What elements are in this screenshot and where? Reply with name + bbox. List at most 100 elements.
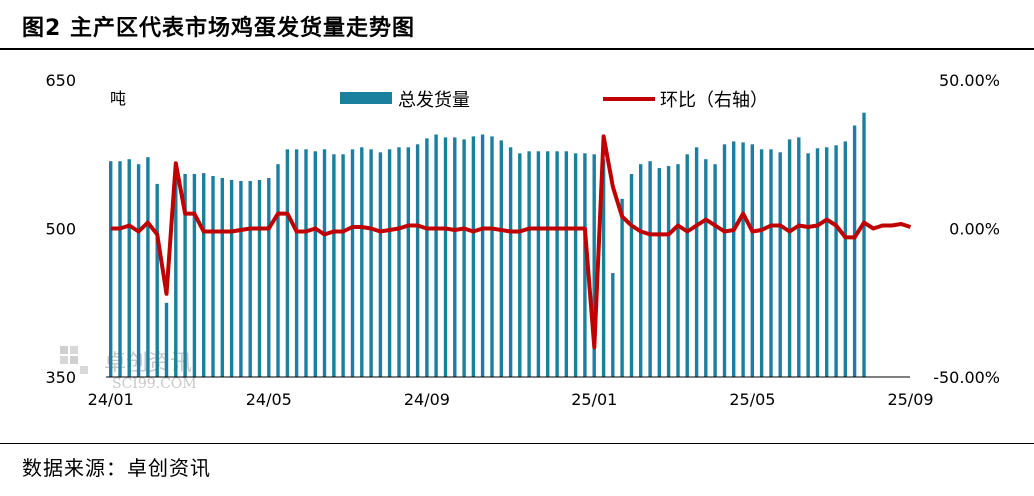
- bar: [759, 149, 764, 377]
- bar: [369, 149, 373, 377]
- bar: [741, 142, 745, 377]
- watermark-square: [60, 356, 68, 364]
- y-tick-label: 350: [45, 368, 76, 387]
- bar: [239, 181, 243, 377]
- y2-tick-label: -50.00%: [933, 368, 1000, 387]
- bar: [564, 151, 568, 377]
- bar: [202, 173, 206, 377]
- bar: [825, 147, 829, 377]
- x-tick-label: 24/01: [88, 390, 134, 409]
- bar: [360, 147, 364, 377]
- watermark-en: SCI99.COM: [112, 376, 197, 392]
- x-tick-label: 24/05: [246, 390, 292, 409]
- bar: [639, 164, 643, 377]
- bar: [294, 149, 299, 377]
- bottom-rule: [0, 443, 1034, 444]
- watermark-square: [70, 356, 78, 364]
- x-axis-ticks: 24/01 24/05 24/09 25/01 25/05 25/09: [88, 390, 934, 409]
- bar: [127, 159, 131, 377]
- bar: [704, 159, 708, 377]
- x-tick-label: 24/09: [404, 390, 450, 409]
- bar: [192, 174, 197, 377]
- legend: 总发货量 环比（右轴）: [340, 90, 768, 111]
- bar: [490, 136, 494, 377]
- bar: [387, 149, 392, 377]
- bar: [183, 174, 187, 377]
- bar: [685, 154, 689, 378]
- bar: [648, 161, 652, 377]
- bar: [415, 144, 420, 377]
- bar: [815, 148, 820, 377]
- bar: [480, 134, 485, 377]
- y-axis-unit-label: 吨: [110, 89, 126, 108]
- bar: [694, 147, 699, 377]
- bar: [546, 151, 550, 377]
- bar: [499, 140, 503, 377]
- bar: [797, 137, 801, 377]
- bar: [257, 180, 262, 377]
- bar: [304, 149, 308, 377]
- bar: [601, 159, 606, 377]
- bar: [527, 151, 531, 377]
- bar: [155, 183, 159, 377]
- bar: [406, 147, 410, 377]
- bar: [676, 164, 680, 377]
- y2-axis-ticks: 50.00% 0.00% -50.00%: [933, 71, 1000, 387]
- legend-line-label: 环比（右轴）: [660, 90, 768, 111]
- bar: [136, 164, 141, 377]
- bar: [750, 144, 754, 377]
- chart-title: 图2 主产区代表市场鸡蛋发货量走势图: [22, 16, 415, 41]
- watermark-square: [70, 346, 78, 354]
- bar: [769, 149, 773, 377]
- watermark-square: [80, 366, 88, 374]
- x-tick-label: 25/05: [729, 390, 775, 409]
- bar: [508, 147, 513, 377]
- legend-bar-label: 总发货量: [398, 90, 470, 111]
- bar: [629, 174, 634, 377]
- bar: [536, 151, 541, 377]
- bar: [834, 145, 838, 377]
- bar: [313, 151, 317, 377]
- bar: [248, 181, 252, 377]
- bar: [787, 139, 792, 377]
- data-source: 数据来源：卓创资讯: [22, 456, 211, 480]
- bar: [285, 149, 290, 377]
- bar: [276, 164, 280, 377]
- bar: [722, 144, 727, 377]
- bar: [378, 152, 383, 377]
- bar: [471, 136, 476, 377]
- bar: [555, 151, 559, 377]
- bar: [732, 141, 736, 377]
- bar: [862, 112, 866, 377]
- bar: [220, 178, 224, 377]
- bar: [341, 154, 345, 378]
- top-rule: [0, 48, 1034, 50]
- watermark-square: [60, 346, 68, 354]
- bar-series: [109, 112, 866, 378]
- bar: [434, 134, 438, 377]
- bar: [146, 157, 150, 377]
- x-tick-label: 25/09: [887, 390, 933, 409]
- y-tick-label: 500: [45, 220, 76, 239]
- bar: [425, 138, 429, 377]
- bar: [397, 147, 401, 377]
- bar: [583, 153, 587, 377]
- bar: [843, 141, 847, 377]
- bar: [174, 174, 178, 377]
- bar: [713, 164, 717, 377]
- bar: [620, 198, 624, 377]
- bar: [211, 176, 215, 377]
- legend-bar-swatch: [340, 92, 392, 104]
- bar: [350, 149, 355, 377]
- bar: [229, 180, 234, 377]
- bar: [852, 125, 857, 377]
- bar: [109, 161, 113, 377]
- y2-tick-label: 0.00%: [949, 220, 1000, 239]
- bar: [443, 137, 448, 377]
- bar: [462, 139, 466, 377]
- bar: [164, 302, 169, 378]
- bar: [453, 137, 457, 377]
- x-tick-label: 25/01: [571, 390, 617, 409]
- bar: [118, 161, 122, 377]
